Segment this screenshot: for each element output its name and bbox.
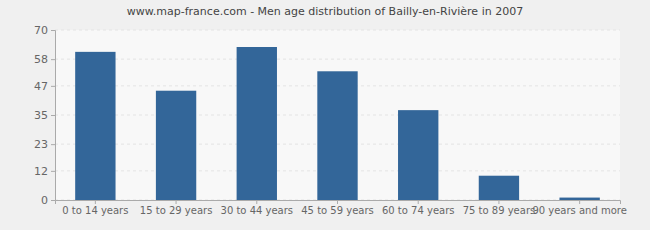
x-tick-label: 30 to 44 years [221,205,294,216]
x-tick-mark [256,200,257,204]
x-tick-mark [337,200,338,204]
y-tick-label: 70 [34,24,48,37]
y-tick: 0 [41,194,55,207]
title: www.map-france.com - Men age distributio… [127,5,523,18]
y-tick-label: 35 [34,109,48,122]
y-tick: 70 [34,24,55,37]
chart: www.map-france.com - Men age distributio… [0,0,650,230]
y-tick-label: 12 [34,165,48,178]
x-tick: 75 to 89 years [463,200,536,216]
bar [237,47,277,200]
y-tick-mark [51,86,55,87]
y-tick-mark [51,171,55,172]
bar [398,110,438,200]
x-tick-mark [579,200,580,204]
bar [559,198,599,200]
x-axis: 0 to 14 years 15 to 29 years 30 to 44 year… [56,200,627,216]
plot: 0 12 23 35 47 58 70 0 to 14 years 15 to 29 years… [34,24,627,216]
x-tick: 60 to 74 years [382,200,455,216]
x-tick-mark [176,200,177,204]
y-tick-label: 47 [34,80,48,93]
bars [75,47,600,200]
bar [156,91,196,200]
x-tick: 45 to 59 years [301,200,374,216]
grid-line [55,59,620,60]
x-tick-label: 45 to 59 years [301,205,374,216]
y-tick-mark [51,59,55,60]
x-tick-mark [418,200,419,204]
x-tick-label: 90 years and more [532,205,627,216]
x-tick: 90 years and more [532,200,627,216]
y-tick: 58 [34,53,55,66]
x-tick-mark [498,200,499,204]
y-tick-label: 58 [34,53,48,66]
grid-line [55,30,620,31]
y-tick: 35 [34,109,55,122]
background [0,0,650,230]
y-tick: 23 [34,138,55,151]
y-tick-label: 23 [34,138,48,151]
x-tick: 30 to 44 years [221,200,294,216]
bar [75,52,115,200]
x-tick-label: 15 to 29 years [140,205,213,216]
x-tick-label: 60 to 74 years [382,205,455,216]
x-tick-label: 0 to 14 years [62,205,128,216]
grid [55,30,620,200]
y-tick: 47 [34,80,55,93]
y-tick-label: 0 [41,194,48,207]
plot-area [55,30,620,200]
y-tick-mark [51,144,55,145]
bar [479,176,519,200]
x-tick: 0 to 14 years [62,200,128,216]
x-axis-line [56,201,621,205]
x-tick-label: 75 to 89 years [463,205,536,216]
y-tick: 12 [34,165,55,178]
bar [317,71,357,200]
x-tick: 15 to 29 years [140,200,213,216]
y-tick-mark [51,30,55,31]
y-axis: 0 12 23 35 47 58 70 [34,24,56,207]
x-tick-mark [95,200,96,204]
y-tick-mark [51,115,55,116]
y-tick-mark [51,200,55,201]
y-axis-line [51,31,56,201]
